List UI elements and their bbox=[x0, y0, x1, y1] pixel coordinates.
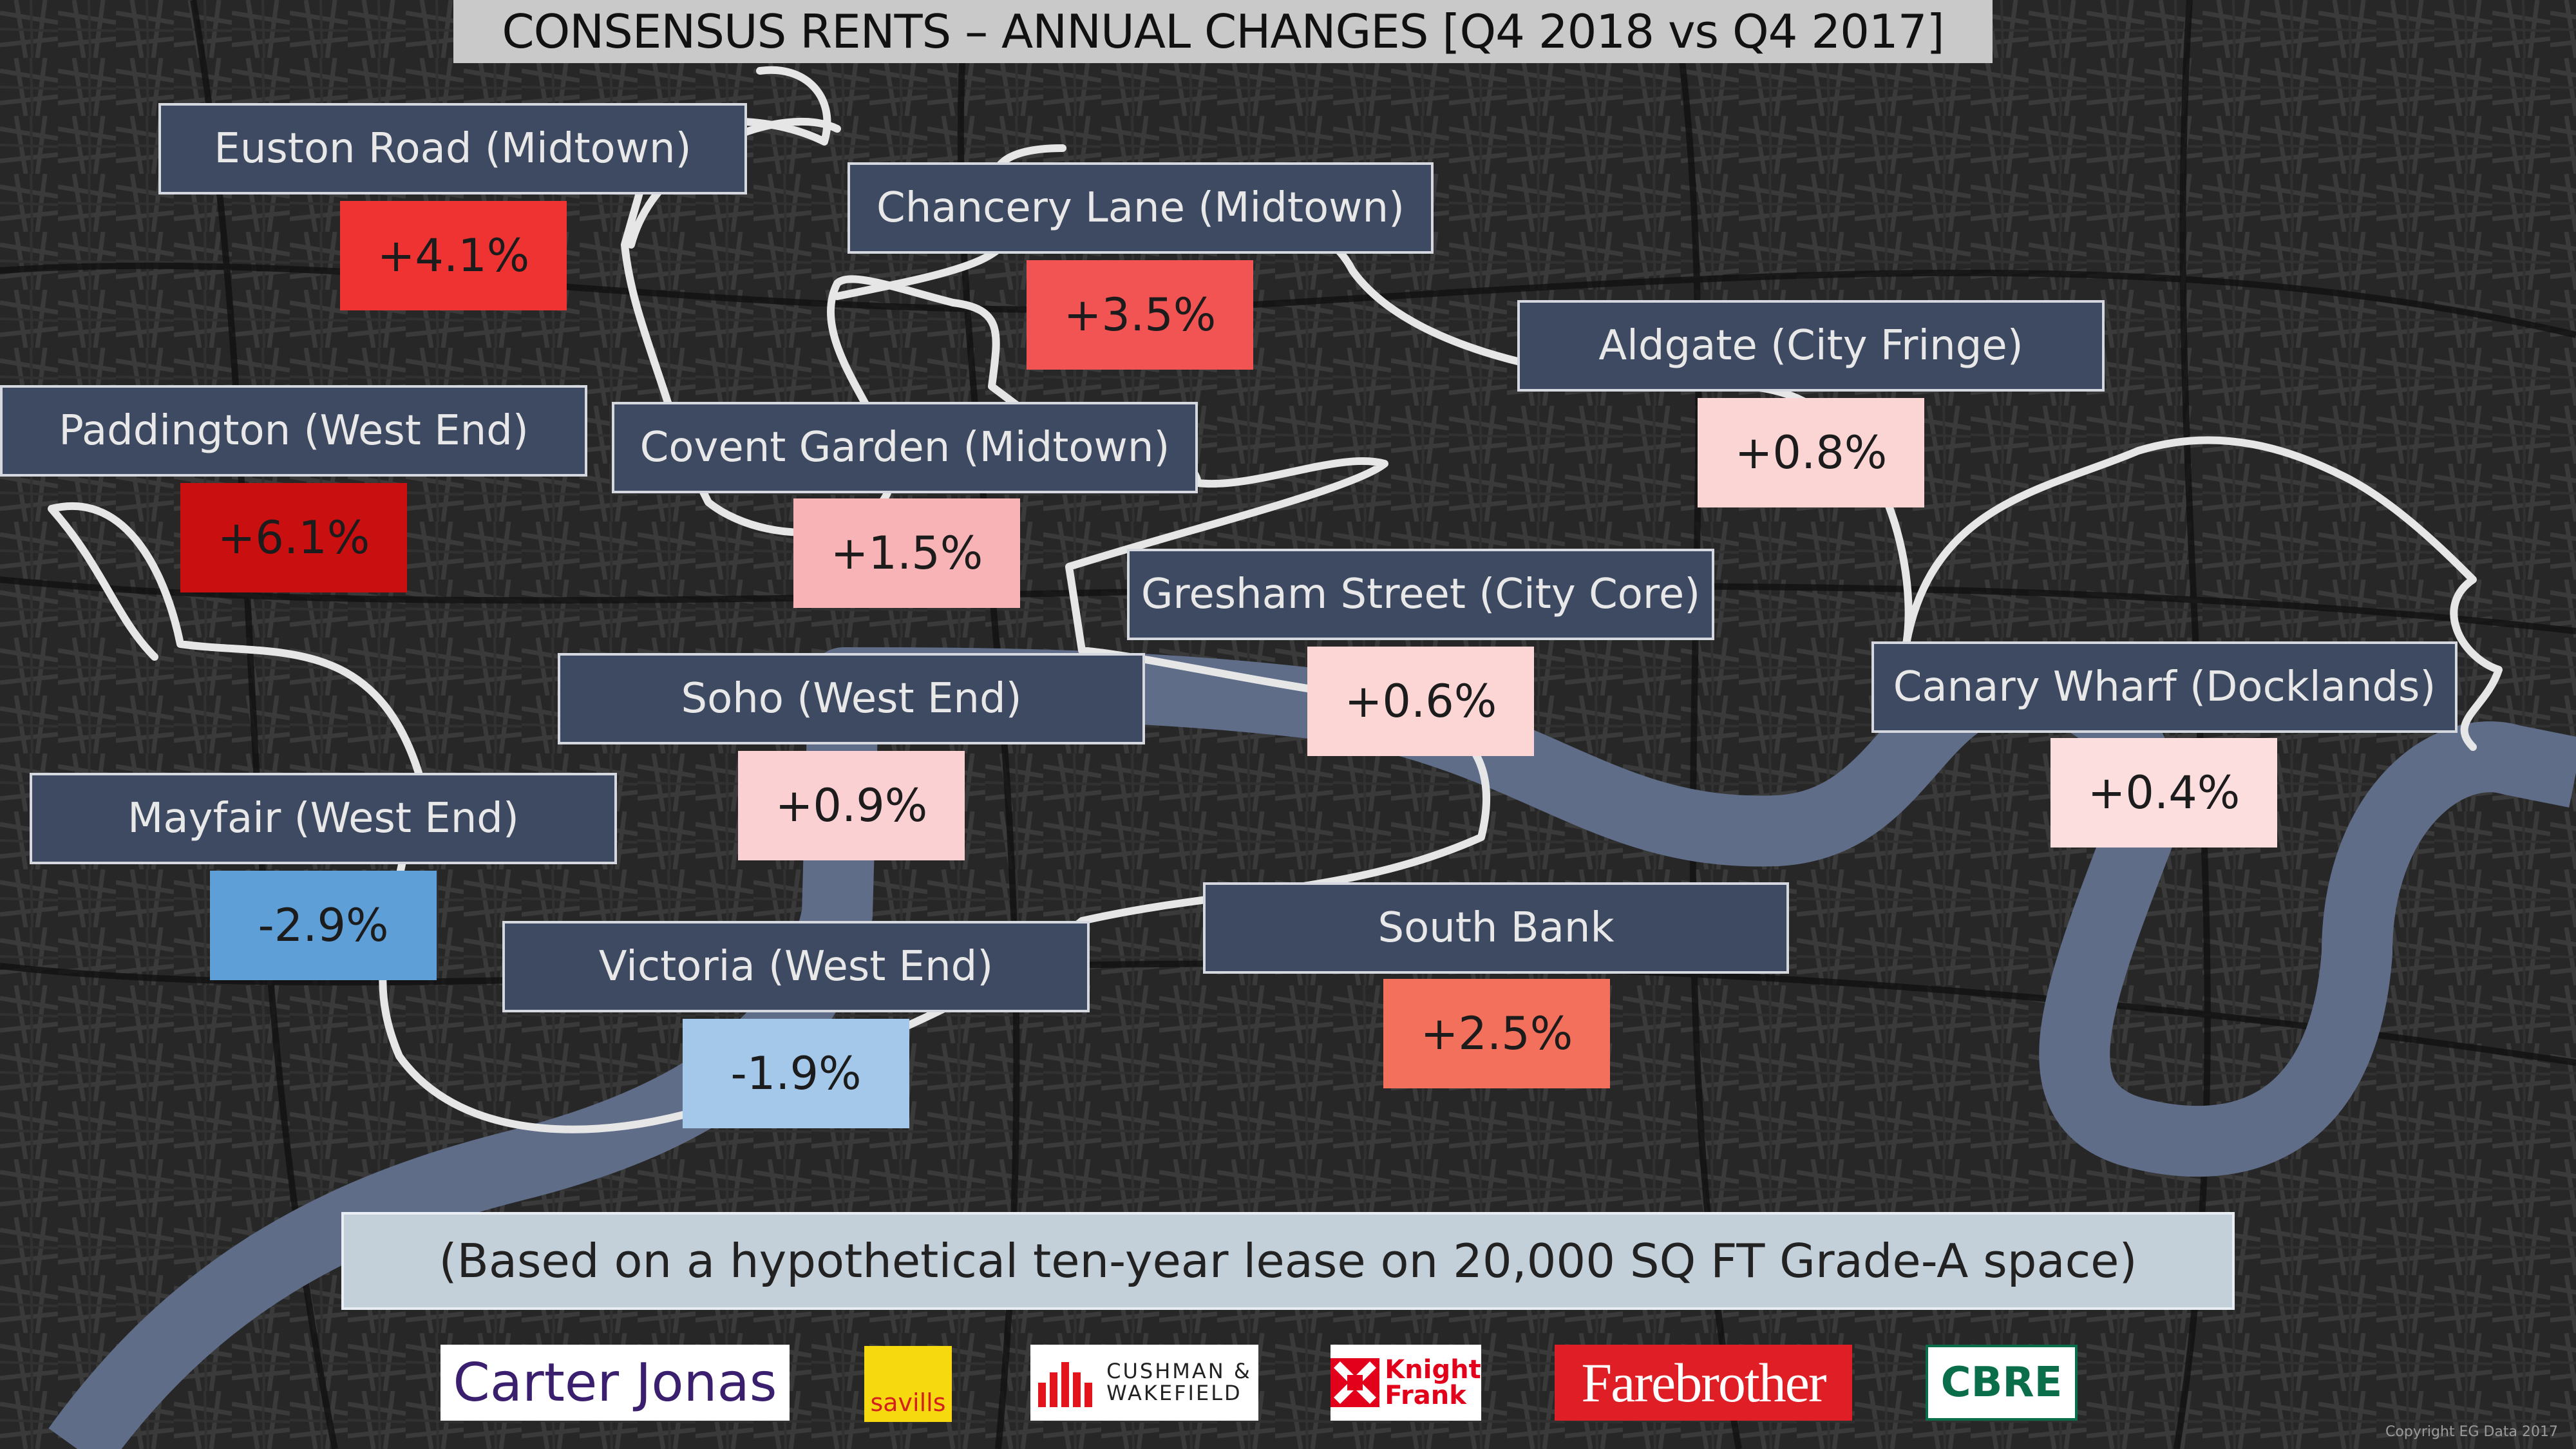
area-label-soho: Soho (West End) bbox=[558, 653, 1145, 744]
knight-frank-mark bbox=[1331, 1358, 1380, 1407]
area-label-canary-wharf: Canary Wharf (Docklands) bbox=[1871, 641, 2458, 733]
carter-jonas-logo-text: Carter Jonas bbox=[453, 1352, 777, 1414]
lease-note-text: (Based on a hypothetical ten-year lease … bbox=[439, 1234, 2137, 1288]
change-euston-road: +4.1% bbox=[340, 201, 567, 310]
lease-note: (Based on a hypothetical ten-year lease … bbox=[341, 1212, 2235, 1310]
farebrother-logo-text: Farebrother bbox=[1581, 1352, 1826, 1414]
cbre-logo: CBRE bbox=[1926, 1345, 2078, 1421]
copyright-notice: Copyright EG Data 2017 bbox=[2385, 1424, 2558, 1440]
area-label-victoria: Victoria (West End) bbox=[502, 921, 1090, 1012]
change-soho: +0.9% bbox=[738, 751, 965, 860]
change-south-bank: +2.5% bbox=[1383, 979, 1610, 1088]
change-victoria: -1.9% bbox=[683, 1019, 909, 1128]
farebrother-logo: Farebrother bbox=[1555, 1345, 1852, 1421]
savills-logo-text: savills bbox=[870, 1388, 946, 1417]
knight-frank-logo: Knight Frank bbox=[1331, 1345, 1481, 1421]
area-label-gresham-street: Gresham Street (City Core) bbox=[1127, 549, 1714, 640]
savills-logo: savills bbox=[864, 1346, 952, 1422]
area-label-euston-road: Euston Road (Midtown) bbox=[158, 103, 747, 194]
map-title-bar: CONSENSUS RENTS – ANNUAL CHANGES [Q4 201… bbox=[453, 0, 1993, 63]
change-paddington: +6.1% bbox=[180, 483, 407, 592]
cushman-logo-line1: CUSHMAN & bbox=[1106, 1359, 1252, 1384]
change-mayfair: -2.9% bbox=[210, 871, 437, 980]
area-label-aldgate: Aldgate (City Fringe) bbox=[1517, 300, 2105, 392]
area-label-mayfair: Mayfair (West End) bbox=[30, 773, 617, 864]
knight-frank-logo-line1: Knight bbox=[1385, 1355, 1481, 1385]
knight-frank-logo-line2: Frank bbox=[1385, 1381, 1466, 1410]
carter-jonas-logo: Carter Jonas bbox=[440, 1345, 790, 1421]
change-gresham-street: +0.6% bbox=[1307, 647, 1534, 756]
cbre-logo-text: CBRE bbox=[1940, 1359, 2063, 1406]
map-title: CONSENSUS RENTS – ANNUAL CHANGES [Q4 201… bbox=[502, 5, 1944, 59]
change-covent-garden: +1.5% bbox=[793, 498, 1020, 608]
area-label-chancery-lane: Chancery Lane (Midtown) bbox=[848, 162, 1434, 254]
area-label-south-bank: South Bank bbox=[1203, 882, 1789, 974]
cushman-wakefield-mark bbox=[1038, 1362, 1093, 1407]
change-canary-wharf: +0.4% bbox=[2050, 738, 2277, 848]
cushman-logo-line2: WAKEFIELD bbox=[1106, 1381, 1242, 1405]
area-label-paddington: Paddington (West End) bbox=[0, 385, 587, 477]
change-aldgate: +0.8% bbox=[1698, 398, 1924, 507]
cushman-wakefield-logo: CUSHMAN & WAKEFIELD bbox=[1030, 1345, 1258, 1421]
change-chancery-lane: +3.5% bbox=[1027, 260, 1253, 370]
area-label-covent-garden: Covent Garden (Midtown) bbox=[612, 402, 1198, 493]
